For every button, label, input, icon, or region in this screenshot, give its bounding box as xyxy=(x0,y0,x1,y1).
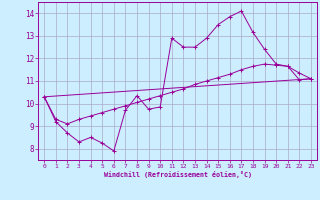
X-axis label: Windchill (Refroidissement éolien,°C): Windchill (Refroidissement éolien,°C) xyxy=(104,171,252,178)
